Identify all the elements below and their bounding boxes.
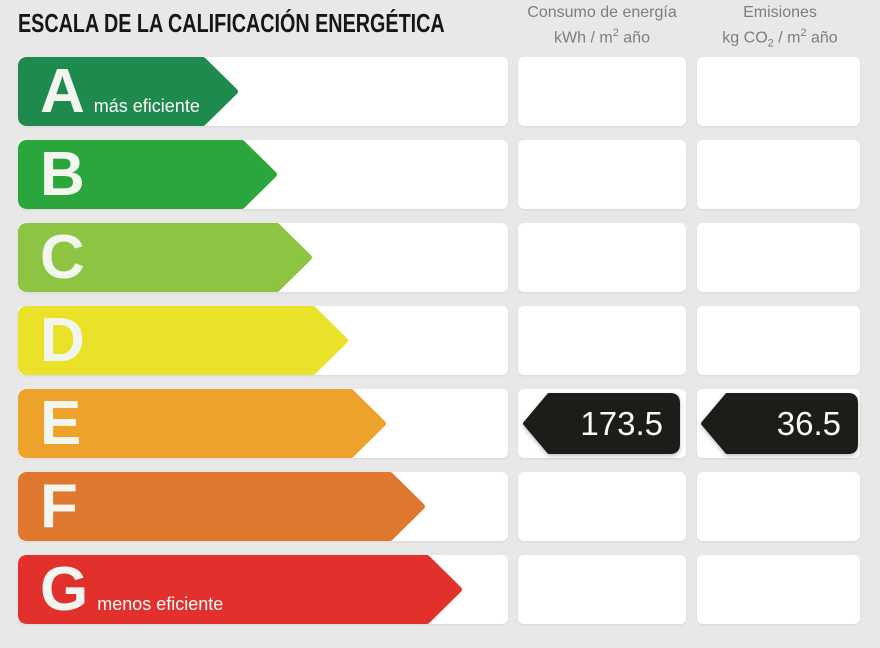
consumption-cell-f: [518, 472, 686, 541]
rating-label-e: E: [40, 389, 90, 458]
rating-row-a: A más eficiente: [0, 57, 880, 126]
badge-arrow-left-icon: [701, 393, 858, 454]
rating-letter-f: F: [40, 472, 78, 541]
consumption-cell-a: [518, 57, 686, 126]
rating-arrow-g-icon: [18, 555, 462, 624]
emissions-cell-d: [697, 306, 860, 375]
rating-note-g: menos eficiente: [97, 594, 224, 614]
rating-row-d: D: [0, 306, 880, 375]
rating-row-f: F: [0, 472, 880, 541]
consumption-cell-d: [518, 306, 686, 375]
rating-arrow-d-icon: [18, 306, 348, 375]
emissions-header-line2: kg CO2 / m2 año: [722, 27, 838, 50]
consumption-header-line2: kWh / m2 año: [554, 27, 650, 47]
emissions-cell-f: [697, 472, 860, 541]
badge-arrow-left-icon: [523, 393, 680, 454]
rating-arrow-b-icon: [18, 140, 277, 209]
emissions-cell-c: [697, 223, 860, 292]
emissions-cell-b: [697, 140, 860, 209]
rating-row-c: C: [0, 223, 880, 292]
consumption-value-badge: 173.5: [523, 393, 680, 454]
consumption-cell-c: [518, 223, 686, 292]
rating-letter-e: E: [40, 389, 82, 458]
rating-arrow-c-icon: [18, 223, 312, 292]
rating-label-c: C: [40, 223, 94, 292]
rating-letter-d: D: [40, 306, 85, 375]
rating-letter-g: G: [40, 555, 89, 624]
rating-letter-a: A: [40, 57, 85, 126]
rating-arrow-f-icon: [18, 472, 425, 541]
emissions-column-header: Emisiones kg CO2 / m2 año: [680, 3, 880, 54]
rating-label-b: B: [40, 140, 94, 209]
rating-letter-b: B: [40, 140, 85, 209]
rating-arrow-e-icon: [18, 389, 386, 458]
emissions-value: 36.5: [776, 405, 841, 442]
rating-arrow-a-icon: [18, 57, 238, 126]
consumption-cell-e: 173.5: [518, 389, 686, 458]
consumption-value: 173.5: [580, 405, 663, 442]
rating-row-b: B: [0, 140, 880, 209]
emissions-cell-e: 36.5: [697, 389, 860, 458]
rating-note-a: más eficiente: [93, 96, 200, 116]
consumption-cell-b: [518, 140, 686, 209]
rating-label-a: A más eficiente: [40, 57, 200, 126]
rating-letter-c: C: [40, 223, 85, 292]
rating-row-g: G menos eficiente: [0, 555, 880, 624]
rating-label-d: D: [40, 306, 94, 375]
emissions-cell-g: [697, 555, 860, 624]
emissions-value-badge: 36.5: [701, 393, 858, 454]
consumption-header-line1: Consumo de energía: [527, 4, 677, 21]
emissions-header-line1: Emisiones: [743, 4, 817, 21]
rating-row-e: E 173.5 36.5: [0, 389, 880, 458]
consumption-cell-g: [518, 555, 686, 624]
page-title: ESCALA DE LA CALIFICACIÓN ENERGÉTICA: [18, 8, 445, 38]
rating-label-g: G menos eficiente: [40, 555, 223, 624]
rating-label-f: F: [40, 472, 87, 541]
emissions-cell-a: [697, 57, 860, 126]
consumption-column-header: Consumo de energía kWh / m2 año: [502, 3, 702, 48]
